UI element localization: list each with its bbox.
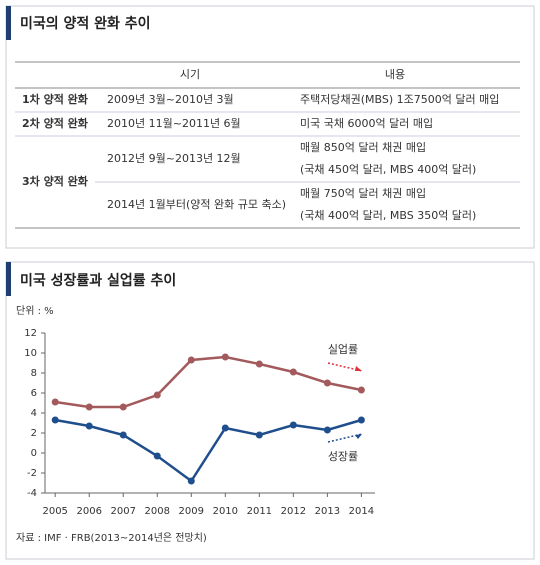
chart-panel — [5, 261, 535, 560]
point — [119, 403, 127, 411]
content: 미국 국채 6000억 달러 매입 — [300, 117, 433, 130]
point — [51, 416, 59, 424]
content: 매월 850억 달러 채권 매입 — [300, 141, 426, 154]
line — [55, 355, 362, 409]
content: (국채 450억 달러, MBS 400억 달러) — [300, 163, 476, 176]
period: 2012년 9월~2013년 12월 — [107, 152, 241, 165]
unit-label: 단위 : % — [16, 304, 54, 317]
column-header: 내용 — [385, 68, 405, 81]
point — [255, 431, 263, 439]
point — [221, 424, 229, 432]
x-tick-label: 2014 — [349, 506, 374, 517]
point — [357, 386, 365, 394]
y-tick-label: 10 — [24, 348, 37, 359]
point — [187, 477, 195, 485]
y-tick-label: 4 — [31, 408, 37, 419]
y-tick-label: 12 — [24, 328, 37, 339]
y-tick-label: 6 — [31, 388, 37, 399]
y-tick-label: 8 — [31, 368, 37, 379]
stage: 1차 양적 완화 — [22, 92, 88, 106]
point — [85, 403, 93, 411]
point — [119, 431, 127, 439]
content: (국채 400억 달러, MBS 350억 달러) — [300, 209, 476, 222]
point — [323, 379, 331, 387]
point — [221, 353, 229, 361]
y-tick-label: 0 — [31, 448, 37, 459]
y-tick-label: -4 — [27, 488, 37, 499]
period: 2014년 1월부터(양적 완화 규모 축소) — [107, 198, 286, 211]
legend-arrowhead — [355, 434, 362, 439]
x-tick-label: 2005 — [42, 506, 67, 517]
point — [255, 360, 263, 368]
point — [357, 416, 365, 424]
stage: 3차 양적 완화 — [22, 174, 88, 188]
y-tick-label: 2 — [31, 428, 37, 439]
column-header: 시기 — [180, 68, 200, 81]
point — [51, 398, 59, 406]
x-tick-label: 2008 — [145, 506, 170, 517]
legend-arrowhead — [355, 366, 362, 371]
period: 2009년 3월~2010년 3월 — [107, 93, 234, 106]
legend-label: 실업률 — [328, 343, 358, 356]
point — [153, 391, 161, 399]
point — [289, 368, 297, 376]
line — [54, 418, 362, 483]
point — [153, 452, 161, 460]
content: 매월 750억 달러 채권 매입 — [300, 187, 426, 200]
point — [323, 426, 331, 434]
title-accent — [6, 6, 11, 40]
table-panel — [5, 5, 535, 249]
period: 2010년 11월~2011년 6월 — [107, 117, 241, 130]
title-accent — [6, 262, 11, 296]
stage: 2차 양적 완화 — [22, 116, 88, 130]
table-title: 미국의 양적 완화 추이 — [20, 15, 151, 32]
legend-label: 성장률 — [328, 450, 358, 463]
y-tick-label: -2 — [27, 468, 37, 479]
x-tick-label: 2012 — [281, 506, 306, 517]
point — [85, 422, 93, 430]
source: 자료 : IMF · FRB(2013~2014년은 전망치) — [16, 532, 207, 544]
x-tick-label: 2013 — [315, 506, 340, 517]
x-tick-label: 2011 — [247, 506, 272, 517]
x-tick-label: 2009 — [179, 506, 204, 517]
point — [289, 421, 297, 429]
content: 주택저당채권(MBS) 1조7500억 달러 매입 — [300, 93, 499, 106]
x-tick-label: 2007 — [111, 506, 136, 517]
chart-title: 미국 성장률과 실업률 추이 — [20, 272, 176, 289]
x-tick-label: 2010 — [213, 506, 238, 517]
point — [187, 356, 195, 364]
x-tick-label: 2006 — [77, 506, 102, 517]
